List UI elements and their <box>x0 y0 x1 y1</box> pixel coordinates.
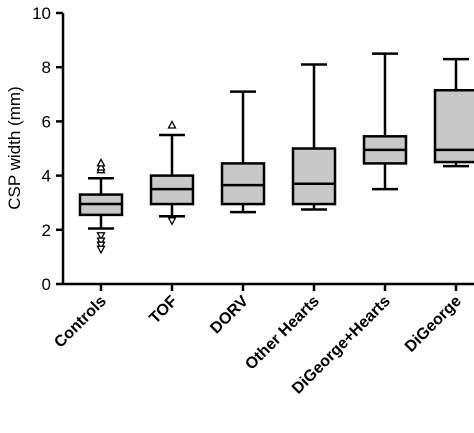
y-axis-title: CSP width (mm) <box>5 86 24 209</box>
box-controls <box>78 158 124 255</box>
iqr-box <box>291 147 337 206</box>
outlier-point <box>167 120 177 129</box>
y-tick-label: 10 <box>32 4 51 23</box>
y-tick-label: 8 <box>42 58 51 77</box>
outlier-point <box>96 241 106 251</box>
x-tick-label: Other Hearts <box>242 293 323 374</box>
box-dorv <box>220 90 266 214</box>
y-tick-label: 0 <box>42 275 51 294</box>
outlier-point <box>96 245 106 255</box>
y-tick-label: 6 <box>42 112 51 131</box>
iqr-box <box>220 162 266 206</box>
outlier-point <box>96 162 106 171</box>
box-digeorge-hearts <box>362 52 408 191</box>
x-tick-label: DORV <box>207 293 252 338</box>
iqr-box <box>433 88 474 164</box>
boxes-layer <box>78 52 474 255</box>
outlier-point <box>96 232 106 241</box>
box-digeorge <box>433 57 474 168</box>
y-tick-label: 2 <box>42 221 51 240</box>
x-tick-label: DiGeorge <box>402 293 465 356</box>
box-tof <box>149 120 195 226</box>
x-tick-label: TOF <box>146 293 181 328</box>
x-tick-label: Controls <box>51 293 110 352</box>
box-other-hearts <box>291 63 337 211</box>
y-axis: 0 2 4 6 8 10 <box>32 4 65 294</box>
outlier-point <box>96 158 106 167</box>
outlier-point <box>96 237 106 247</box>
outlier-point <box>167 217 177 226</box>
y-tick-label: 4 <box>42 167 51 186</box>
